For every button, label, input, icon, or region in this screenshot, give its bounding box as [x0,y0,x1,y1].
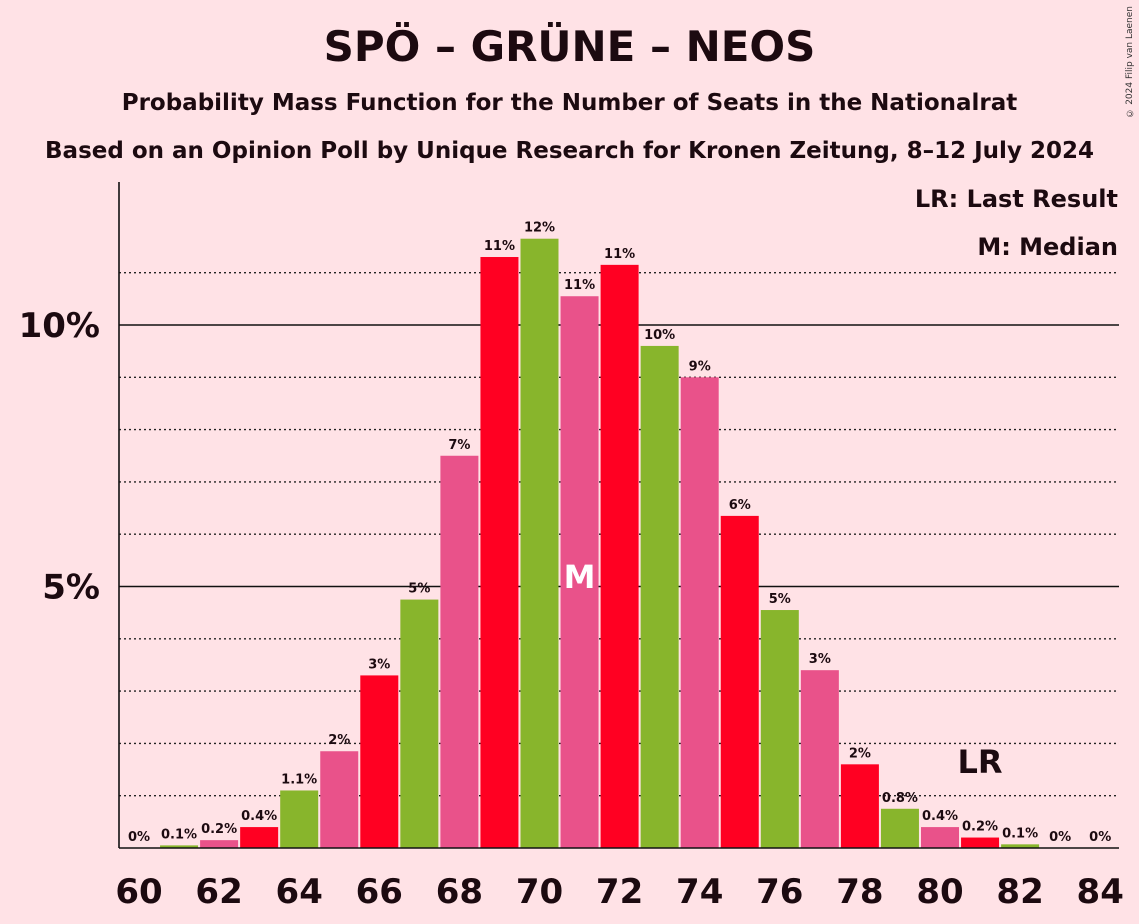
bar-value-label: 0% [1049,830,1071,845]
bar-value-label: 1.1% [281,772,317,787]
bar-value-label: 11% [604,247,635,262]
bar [840,764,879,848]
bar-value-label: 0% [128,830,150,845]
bar [280,790,319,848]
x-tick-label: 76 [756,872,803,912]
bar-value-label: 0.1% [161,827,197,842]
bar-value-label: 0.2% [201,822,237,837]
bar [921,827,959,848]
bar [440,455,479,848]
chart-subtitle: Probability Mass Function for the Number… [121,90,1018,116]
bar [640,345,679,848]
bar [600,264,639,849]
x-tick-label: 74 [676,872,723,912]
bar [520,238,559,848]
chart-subtitle-2: Based on an Opinion Poll by Unique Resea… [45,138,1094,164]
bar [480,257,519,848]
bar [961,837,1000,848]
bar-value-label: 6% [729,498,751,513]
x-tick-label: 82 [996,872,1043,912]
bar [1001,844,1040,848]
bar-value-label: 12% [524,221,555,236]
bar-value-label: 11% [564,278,595,293]
bar [720,515,759,848]
bar-value-label: 7% [448,438,470,453]
bar [680,377,719,848]
last-result-marker: LR [958,743,1003,781]
bar-value-label: 2% [328,733,350,748]
median-marker: M [564,558,596,596]
chart-title: SPÖ – GRÜNE – NEOS [323,22,816,71]
bar [400,599,439,848]
x-tick-label: 80 [916,872,963,912]
x-tick-label: 84 [1077,872,1124,912]
x-tick-label: 60 [115,872,162,912]
bar [560,296,599,848]
bar-value-label: 11% [484,239,515,254]
x-tick-label: 62 [195,872,242,912]
bar-value-label: 0.1% [1002,826,1038,841]
x-tick-label: 68 [436,872,483,912]
bar-value-label: 5% [769,592,791,607]
bar-value-label: 0% [1089,830,1111,845]
bar-value-label: 0.4% [241,809,277,824]
x-tick-label: 64 [276,872,323,912]
bar [800,670,839,848]
bar-value-label: 9% [689,359,711,374]
bar-value-label: 0.8% [882,791,918,806]
bar [240,827,279,848]
legend-last-result: LR: Last Result [914,185,1118,213]
bar-value-label: 0.2% [962,820,998,835]
x-tick-label: 78 [836,872,883,912]
bar-value-label: 3% [368,657,390,672]
bar [160,845,199,848]
bar [320,751,359,848]
x-tick-label: 66 [356,872,403,912]
y-tick-label: 10% [19,306,100,346]
bar-value-label: 10% [644,328,675,343]
bar [760,610,799,848]
legend-median: M: Median [977,233,1118,261]
bar [360,675,399,848]
bar-value-label: 2% [849,746,871,761]
bar-value-label: 0.4% [922,809,958,824]
y-tick-label: 5% [42,568,100,608]
bar [880,808,919,848]
x-tick-label: 70 [516,872,563,912]
bar [200,840,239,848]
x-tick-label: 72 [596,872,643,912]
bar-value-label: 5% [408,582,430,597]
bar-value-label: 3% [809,652,831,667]
